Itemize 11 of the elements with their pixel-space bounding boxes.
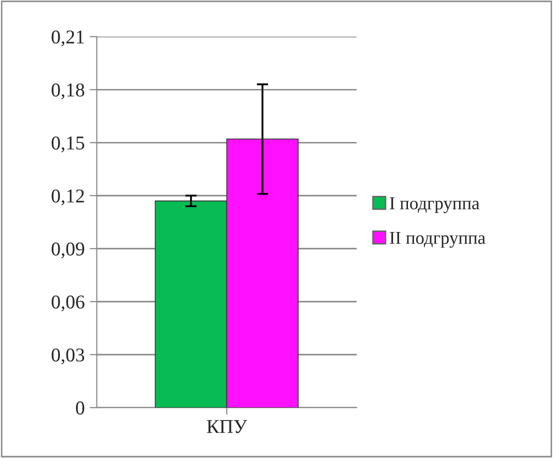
y-tick-label: 0,12 (52, 189, 84, 206)
y-tick-label: 0,15 (52, 136, 84, 152)
y-tick-label: 0 (76, 401, 84, 415)
y-tick-label: 0,06 (52, 295, 84, 312)
legend-label: II подгруппа (390, 232, 486, 248)
y-tick-label: 0,18 (52, 83, 84, 100)
x-tick-label: КПУ (206, 420, 248, 434)
y-tick-label: 0,03 (52, 348, 84, 364)
y-tick-label: 0,21 (52, 30, 84, 46)
legend-label: I подгруппа (390, 197, 480, 214)
y-tick-label: 0,09 (52, 242, 84, 258)
